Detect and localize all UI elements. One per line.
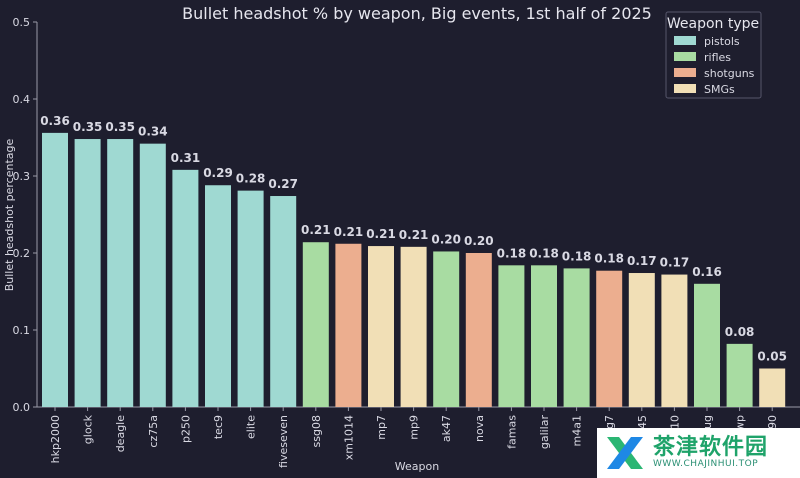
bar-value-label: 0.31 [171, 151, 201, 165]
x-tick-label: cz75a [147, 415, 160, 448]
bar-deagle [107, 139, 134, 408]
bar-value-label: 0.08 [725, 325, 755, 339]
bar-aug [694, 283, 720, 407]
x-tick-label: galilar [538, 415, 551, 450]
x-tick-label: glock [82, 414, 95, 444]
legend-title: Weapon type [667, 16, 759, 32]
legend-label-smgs: SMGs [704, 83, 735, 96]
bar-ak47 [433, 251, 460, 407]
legend-label-shotguns: shotguns [704, 67, 755, 80]
legend: Weapon type pistols rifles shotguns SMGs [665, 11, 762, 99]
y-axis-title: Bullet headshot percentage [3, 139, 16, 292]
watermark-text: 茶津软件园 [653, 434, 769, 460]
bar-hkp2000 [42, 132, 68, 407]
bar-elite [237, 190, 264, 407]
bar-value-label: 0.20 [464, 234, 494, 248]
x-tick-label: mp9 [408, 415, 421, 440]
bar-value-label: 0.35 [73, 120, 103, 134]
bar-glock [74, 139, 101, 408]
x-tick-label: hkp2000 [49, 415, 62, 463]
bar-value-label: 0.17 [627, 254, 657, 268]
x-tick-label: xm1014 [342, 415, 355, 460]
bar-xm1014 [335, 243, 362, 407]
legend-swatch-shotguns [674, 68, 696, 77]
y-tick-label: 0.2 [13, 247, 31, 260]
bar-mp9 [400, 246, 427, 407]
bar-value-label: 0.29 [203, 166, 233, 180]
legend-swatch-rifles [674, 52, 696, 61]
bar-value-label: 0.05 [757, 350, 787, 364]
bar-value-label: 0.18 [562, 249, 592, 263]
y-tick-label: 0.5 [13, 16, 31, 29]
y-tick-label: 0.1 [13, 324, 31, 337]
bar-famas [498, 265, 525, 407]
watermark-logo: 茶津软件园 WWW.CHAJINHUI.TOP [597, 428, 800, 478]
legend-swatch-pistols [674, 36, 696, 45]
legend-label-pistols: pistols [704, 35, 740, 48]
bar-value-label: 0.21 [334, 225, 364, 239]
x-tick-label: ssg08 [310, 415, 323, 447]
bar-value-label: 0.27 [268, 177, 298, 191]
bar-p90 [759, 368, 786, 407]
bar-mp7 [368, 246, 394, 407]
x-axis-title: Weapon [395, 460, 439, 473]
x-tick-label: m4a1 [571, 415, 584, 446]
x-tick-label: p250 [179, 415, 192, 443]
watermark-x-icon [607, 437, 643, 469]
bar-value-label: 0.21 [301, 223, 331, 237]
y-tick-label: 0.0 [13, 401, 31, 414]
bar-value-label: 0.18 [529, 246, 559, 260]
bar-m4a1 [563, 268, 590, 407]
bar-value-label: 0.18 [594, 252, 624, 266]
bar-value-label: 0.21 [366, 227, 396, 241]
bar-cz75a [139, 143, 166, 407]
x-tick-label: famas [505, 415, 518, 449]
bar-p250 [172, 169, 199, 407]
watermark-url: WWW.CHAJINHUI.TOP [653, 459, 759, 470]
legend-swatch-smgs [674, 84, 696, 93]
bar-mag7 [596, 270, 623, 407]
y-tick-label: 0.4 [13, 93, 31, 106]
chart-title: Bullet headshot % by weapon, Big events,… [182, 4, 652, 23]
y-ticks-group: 0.0 0.1 0.2 0.3 0.4 0.5 [13, 16, 37, 414]
x-tick-label: tec9 [212, 415, 225, 439]
x-tick-label: ak47 [440, 415, 453, 442]
bar-value-label: 0.16 [692, 265, 722, 279]
bar-tec9 [205, 185, 231, 407]
bar-labels-group: 0.36 0.35 0.35 0.340.310.29 0.28 0.270.21 0.21… [40, 114, 787, 364]
bar-fiveseven [270, 196, 297, 407]
x-tick-label: nova [473, 415, 486, 442]
bars-group [42, 132, 786, 408]
bar-mac10 [661, 274, 688, 407]
x-tick-label: deagle [114, 415, 127, 453]
bar-value-label: 0.28 [236, 172, 266, 186]
bar-galilar [531, 265, 557, 407]
legend-items: pistols rifles shotguns SMGs [674, 35, 755, 96]
y-tick-label: 0.3 [13, 170, 31, 183]
bar-value-label: 0.35 [105, 120, 135, 134]
bar-value-label: 0.17 [660, 256, 690, 270]
bar-nova [465, 253, 492, 407]
bar-ssg08 [302, 242, 329, 407]
bar-ump45 [628, 273, 655, 407]
bar-value-label: 0.34 [138, 125, 168, 139]
bar-value-label: 0.20 [431, 232, 461, 246]
legend-label-rifles: rifles [704, 51, 731, 64]
bar-value-label: 0.21 [399, 228, 429, 242]
x-tick-label: mp7 [375, 415, 388, 440]
x-ticks-group: hkp2000 glock deagle cz75a p250 tec9 elite five… [49, 407, 779, 468]
bar-value-label: 0.36 [40, 114, 70, 128]
x-tick-label: elite [245, 415, 258, 439]
bar-awp [726, 343, 753, 407]
x-tick-label: fiveseven [277, 415, 290, 468]
bar-value-label: 0.18 [497, 246, 527, 260]
